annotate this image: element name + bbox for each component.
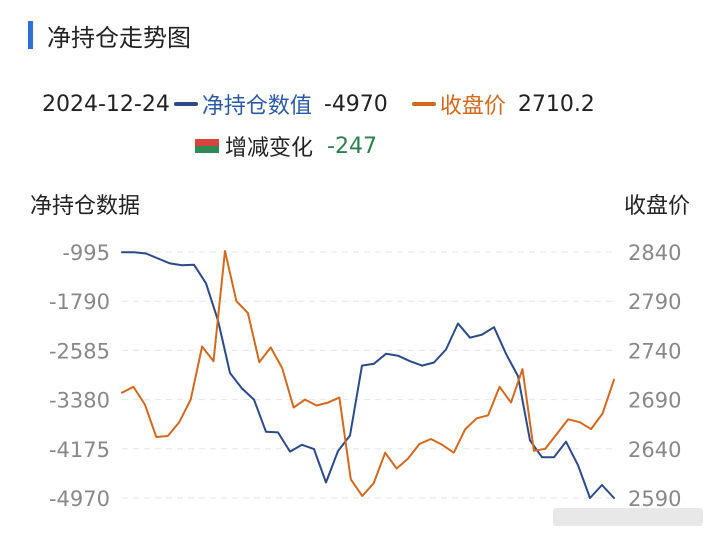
legend-net-position-value: -4970 [323,91,388,117]
legend-close-price-label[interactable]: 收盘价 [439,94,506,119]
left-tick-label: -2585 [49,339,110,363]
chart-title-bar: 净持仓走势图 [28,18,191,52]
title-accent-bar [28,21,33,49]
left-tick-label: -1790 [49,290,110,314]
legend-close-price-value: 2710.2 [517,91,595,117]
legend-change-value: -247 [327,133,377,159]
left-tick-label: -4175 [49,438,110,462]
change-bar-icon [195,139,219,153]
left-tick-label: -995 [62,241,110,265]
legend-change-label[interactable]: 增减变化 [225,136,314,161]
legend-date: 2024-12-24 [42,91,170,117]
legend-row-secondary: 增减变化 -247 [195,130,377,162]
right-tick-label: 2840 [628,241,681,265]
left-tick-label: -3380 [49,389,110,413]
left-axis-title: 净持仓数据 [30,194,141,219]
right-tick-label: 2690 [628,389,681,413]
left-tick-label: -4970 [49,487,110,511]
right-tick-label: 2590 [628,487,681,511]
net-position-line-icon [173,102,198,106]
legend-row-primary: 2024-12-24 净持仓数值 -4970 收盘价 2710.2 [42,88,617,120]
close-price-series-line[interactable] [121,250,615,497]
page-title: 净持仓走势图 [47,23,191,52]
legend-net-position-label[interactable]: 净持仓数值 [201,94,312,119]
close-price-line-icon [411,102,436,106]
watermark-overlay [553,508,703,526]
right-tick-label: 2790 [628,290,681,314]
right-axis-title: 收盘价 [623,194,690,219]
right-tick-label: 2740 [628,339,681,363]
right-tick-label: 2640 [628,438,681,462]
